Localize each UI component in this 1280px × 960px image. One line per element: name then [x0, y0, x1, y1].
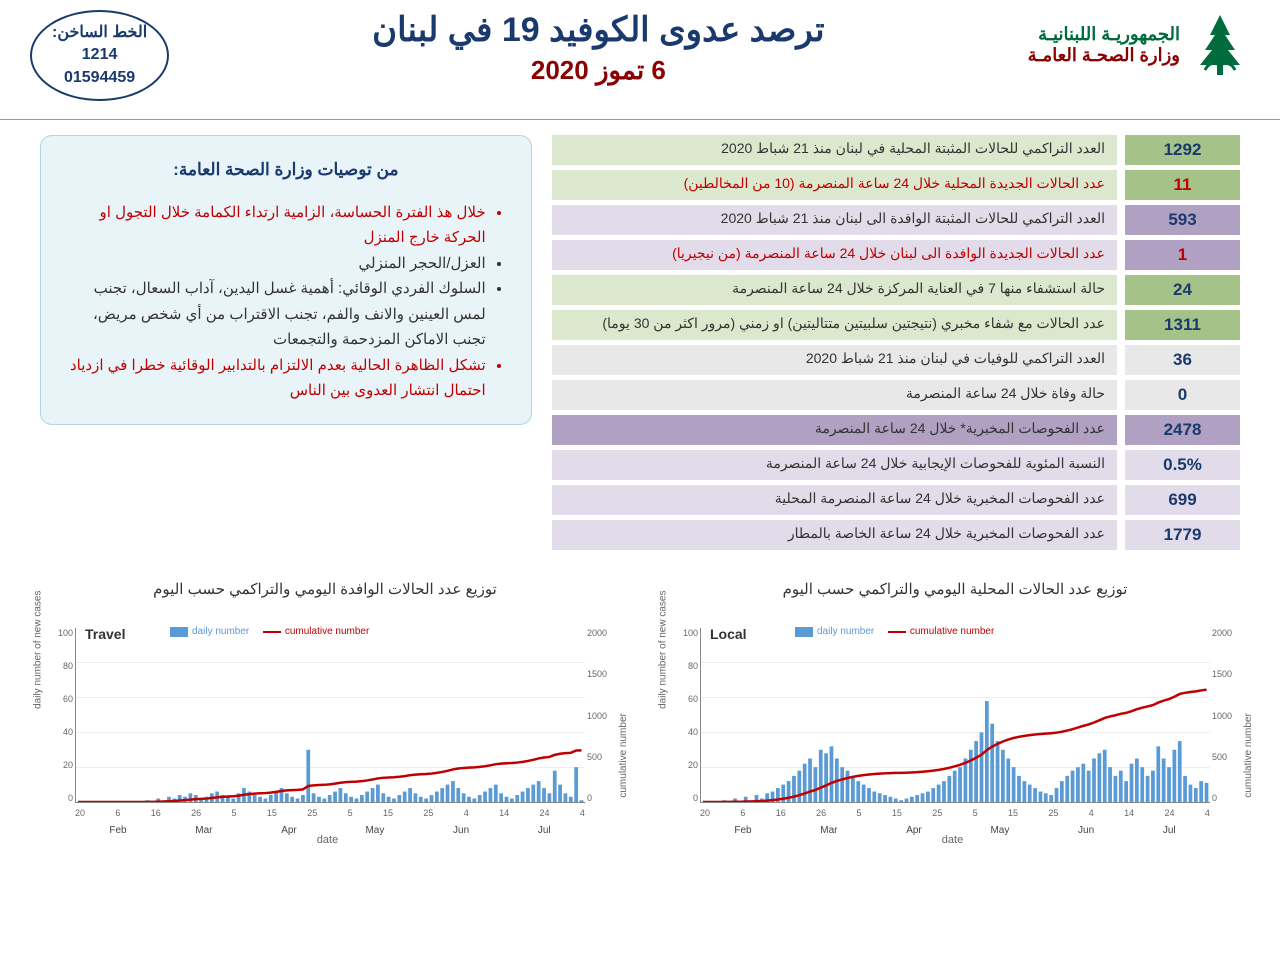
stat-row: 593 العدد التراكمي للحالات المثبتة الوافد…: [552, 205, 1240, 235]
stat-value: 1311: [1125, 310, 1240, 340]
content-row: 1292 العدد التراكمي للحالات المثبتة المحل…: [0, 120, 1280, 570]
stat-value: 1292: [1125, 135, 1240, 165]
stat-label: حالة وفاة خلال 24 ساعة المنصرمة: [552, 380, 1117, 410]
logo-block: الجمهوريـة اللبنانيـة وزارة الصحـة العام…: [1028, 10, 1250, 80]
reco-item: خلال هذ الفترة الحساسة، الزامية ارتداء ا…: [66, 200, 486, 251]
stat-row: 0 حالة وفاة خلال 24 ساعة المنصرمة: [552, 380, 1240, 410]
stat-row: 1292 العدد التراكمي للحالات المثبتة المحل…: [552, 135, 1240, 165]
reco-item: تشكل الظاهرة الحالية بعدم الالتزام بالتد…: [66, 353, 486, 404]
stat-row: 2478 عدد الفحوصات المخبرية* خلال 24 ساعة …: [552, 415, 1240, 445]
stat-row: 1311 عدد الحالات مع شفاء مخبري (نتيجتين س…: [552, 310, 1240, 340]
stat-label: عدد الحالات الجديدة المحلية خلال 24 ساعة…: [552, 170, 1117, 200]
stat-value: 593: [1125, 205, 1240, 235]
stat-value: 1779: [1125, 520, 1240, 550]
cedar-logo-icon: [1190, 10, 1250, 80]
stat-value: 699: [1125, 485, 1240, 515]
y-ticks-right: 2000150010005000: [1212, 628, 1238, 803]
stat-label: عدد الحالات مع شفاء مخبري (نتيجتين سلبيت…: [552, 310, 1117, 340]
stat-label: العدد التراكمي للحالات المثبتة الوافدة ا…: [552, 205, 1117, 235]
report-date: 6 تموز 2020: [169, 55, 1027, 86]
hotline-box: الخط الساخن: 1214 01594459: [30, 10, 169, 101]
hotline-num-1: 1214: [52, 44, 147, 66]
x-ticks: 20616265152551525414244: [700, 808, 1210, 818]
stat-value: 0: [1125, 380, 1240, 410]
stat-value: 1: [1125, 240, 1240, 270]
stat-row: 1 عدد الحالات الجديدة الوافدة الى لبنان خ…: [552, 240, 1240, 270]
y-right-label: cumulative number: [618, 713, 629, 797]
stat-row: 24 حالة استشفاء منها 7 في العناية المركزة…: [552, 275, 1240, 305]
x-months: FebMarAprMayJunJul: [75, 825, 585, 836]
stat-row: 1779 عدد الفحوصات المخبرية خلال 24 ساعة ا…: [552, 520, 1240, 550]
org-name-1: الجمهوريـة اللبنانيـة: [1028, 24, 1180, 45]
y-ticks-left: 100806040200: [680, 628, 698, 803]
stat-label: عدد الفحوصات المخبرية* خلال 24 ساعة المن…: [552, 415, 1117, 445]
recommendations-column: من توصيات وزارة الصحة العامة: خلال هذ ال…: [40, 135, 532, 555]
chart-title-travel: توزيع عدد الحالات الوافدة اليومي والتراك…: [30, 580, 620, 598]
stat-label: حالة استشفاء منها 7 في العناية المركزة خ…: [552, 275, 1117, 305]
y-left-label: daily number of new cases: [658, 590, 669, 708]
chart-title-local: توزيع عدد الحالات المحلية اليومي والتراك…: [660, 580, 1250, 598]
header: الجمهوريـة اللبنانيـة وزارة الصحـة العام…: [0, 0, 1280, 120]
stat-value: 2478: [1125, 415, 1240, 445]
stats-column: 1292 العدد التراكمي للحالات المثبتة المحل…: [552, 135, 1240, 555]
chart-plot-area: [75, 628, 585, 803]
page-title: ترصد عدوى الكوفيد 19 في لبنان: [169, 10, 1027, 50]
stat-label: عدد الحالات الجديدة الوافدة الى لبنان خل…: [552, 240, 1117, 270]
charts-section: توزيع عدد الحالات المحلية اليومي والتراك…: [0, 570, 1280, 858]
hotline-label: الخط الساخن:: [52, 22, 147, 44]
stat-row: 0.5% النسبة المئوية للفحوصات الإيجابية خل…: [552, 450, 1240, 480]
y-right-label: cumulative number: [1243, 713, 1254, 797]
reco-item: السلوك الفردي الوقائي: أهمية غسل اليدين،…: [66, 276, 486, 353]
stat-row: 699 عدد الفحوصات المخبرية خلال 24 ساعة ال…: [552, 485, 1240, 515]
chart-travel: Traveldaily number cumulative numberdail…: [30, 618, 625, 848]
y-ticks-right: 2000150010005000: [587, 628, 613, 803]
org-name-2: وزارة الصحـة العامـة: [1028, 45, 1180, 66]
recommendations-box: من توصيات وزارة الصحة العامة: خلال هذ ال…: [40, 135, 532, 425]
stat-label: عدد الفحوصات المخبرية خلال 24 ساعة المنص…: [552, 485, 1117, 515]
stat-label: العدد التراكمي للوفيات في لبنان منذ 21 ش…: [552, 345, 1117, 375]
stat-value: 24: [1125, 275, 1240, 305]
stat-value: 36: [1125, 345, 1240, 375]
x-months: FebMarAprMayJunJul: [700, 825, 1210, 836]
stat-label: النسبة المئوية للفحوصات الإيجابية خلال 2…: [552, 450, 1117, 480]
chart-plot-area: [700, 628, 1210, 803]
stat-value: 0.5%: [1125, 450, 1240, 480]
chart-local: Localdaily number cumulative numberdaily…: [655, 618, 1250, 848]
stat-label: عدد الفحوصات المخبرية خلال 24 ساعة الخاص…: [552, 520, 1117, 550]
stat-row: 11 عدد الحالات الجديدة المحلية خلال 24 سا…: [552, 170, 1240, 200]
hotline-num-2: 01594459: [52, 67, 147, 89]
stat-label: العدد التراكمي للحالات المثبتة المحلية ف…: [552, 135, 1117, 165]
reco-item: العزل/الحجر المنزلي: [66, 251, 486, 277]
reco-list: خلال هذ الفترة الحساسة، الزامية ارتداء ا…: [66, 200, 506, 404]
title-block: ترصد عدوى الكوفيد 19 في لبنان 6 تموز 202…: [169, 10, 1027, 86]
x-ticks: 20616265152551525414244: [75, 808, 585, 818]
y-ticks-left: 100806040200: [55, 628, 73, 803]
stat-value: 11: [1125, 170, 1240, 200]
reco-title: من توصيات وزارة الصحة العامة:: [66, 156, 506, 185]
y-left-label: daily number of new cases: [33, 590, 44, 708]
stat-row: 36 العدد التراكمي للوفيات في لبنان منذ 21…: [552, 345, 1240, 375]
